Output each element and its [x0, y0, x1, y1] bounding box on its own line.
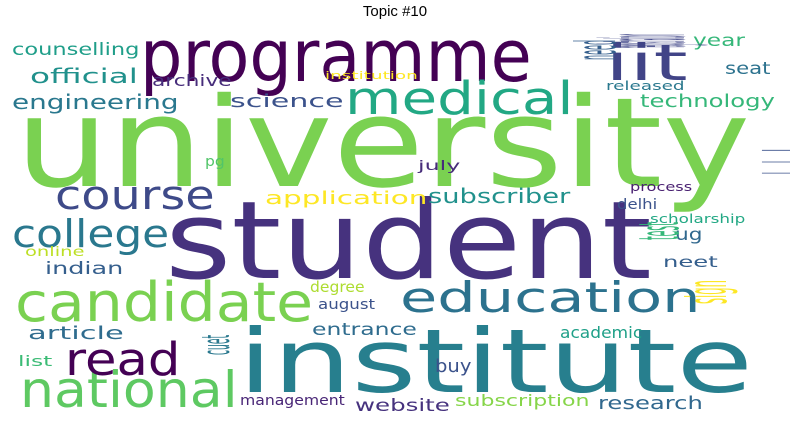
word-management: management: [240, 394, 345, 408]
word-education: education: [400, 277, 701, 319]
word-buy: buy: [435, 358, 471, 376]
word-admission: admission: [740, 138, 790, 183]
word-application: application: [265, 190, 427, 208]
word-process: process: [630, 181, 692, 193]
word-entrance: entrance: [312, 322, 417, 339]
word-released: released: [606, 80, 685, 92]
word-subscriber: subscriber: [428, 186, 570, 206]
word-archive: archive: [152, 73, 232, 89]
word-august: august: [318, 298, 375, 312]
word-counselling: counselling: [12, 42, 139, 59]
word-engineering: engineering: [12, 92, 179, 112]
word-course: course: [55, 176, 215, 216]
word-seat: seat: [725, 61, 771, 78]
word-cloud: university student institute programme candi…: [13, 24, 778, 418]
word-candidate: candidate: [15, 276, 313, 330]
word-pg: pg: [205, 155, 225, 169]
word-neet: neet: [663, 255, 718, 270]
word-indian: indian: [45, 261, 123, 278]
word-subscription: subscription: [455, 393, 589, 409]
word-cuet: cuet: [197, 335, 235, 355]
word-website: website: [355, 398, 450, 415]
word-academic: academic: [560, 325, 642, 341]
word-degree: degree: [310, 280, 365, 295]
word-research: research: [598, 395, 703, 413]
word-official: official: [30, 66, 138, 86]
word-sign: sign: [680, 280, 735, 304]
word-test: test: [632, 222, 687, 240]
word-delhi: delhi: [617, 198, 657, 212]
word-technology: technology: [640, 93, 775, 111]
word-online: online: [25, 246, 84, 259]
word-list: list: [18, 355, 52, 369]
word-institution: institution: [325, 70, 418, 81]
word-july: july: [418, 160, 460, 173]
word-registration: registration: [588, 34, 703, 48]
word-article: article: [28, 325, 124, 343]
word-medical: medical: [345, 76, 574, 121]
word-science: science: [230, 93, 344, 111]
